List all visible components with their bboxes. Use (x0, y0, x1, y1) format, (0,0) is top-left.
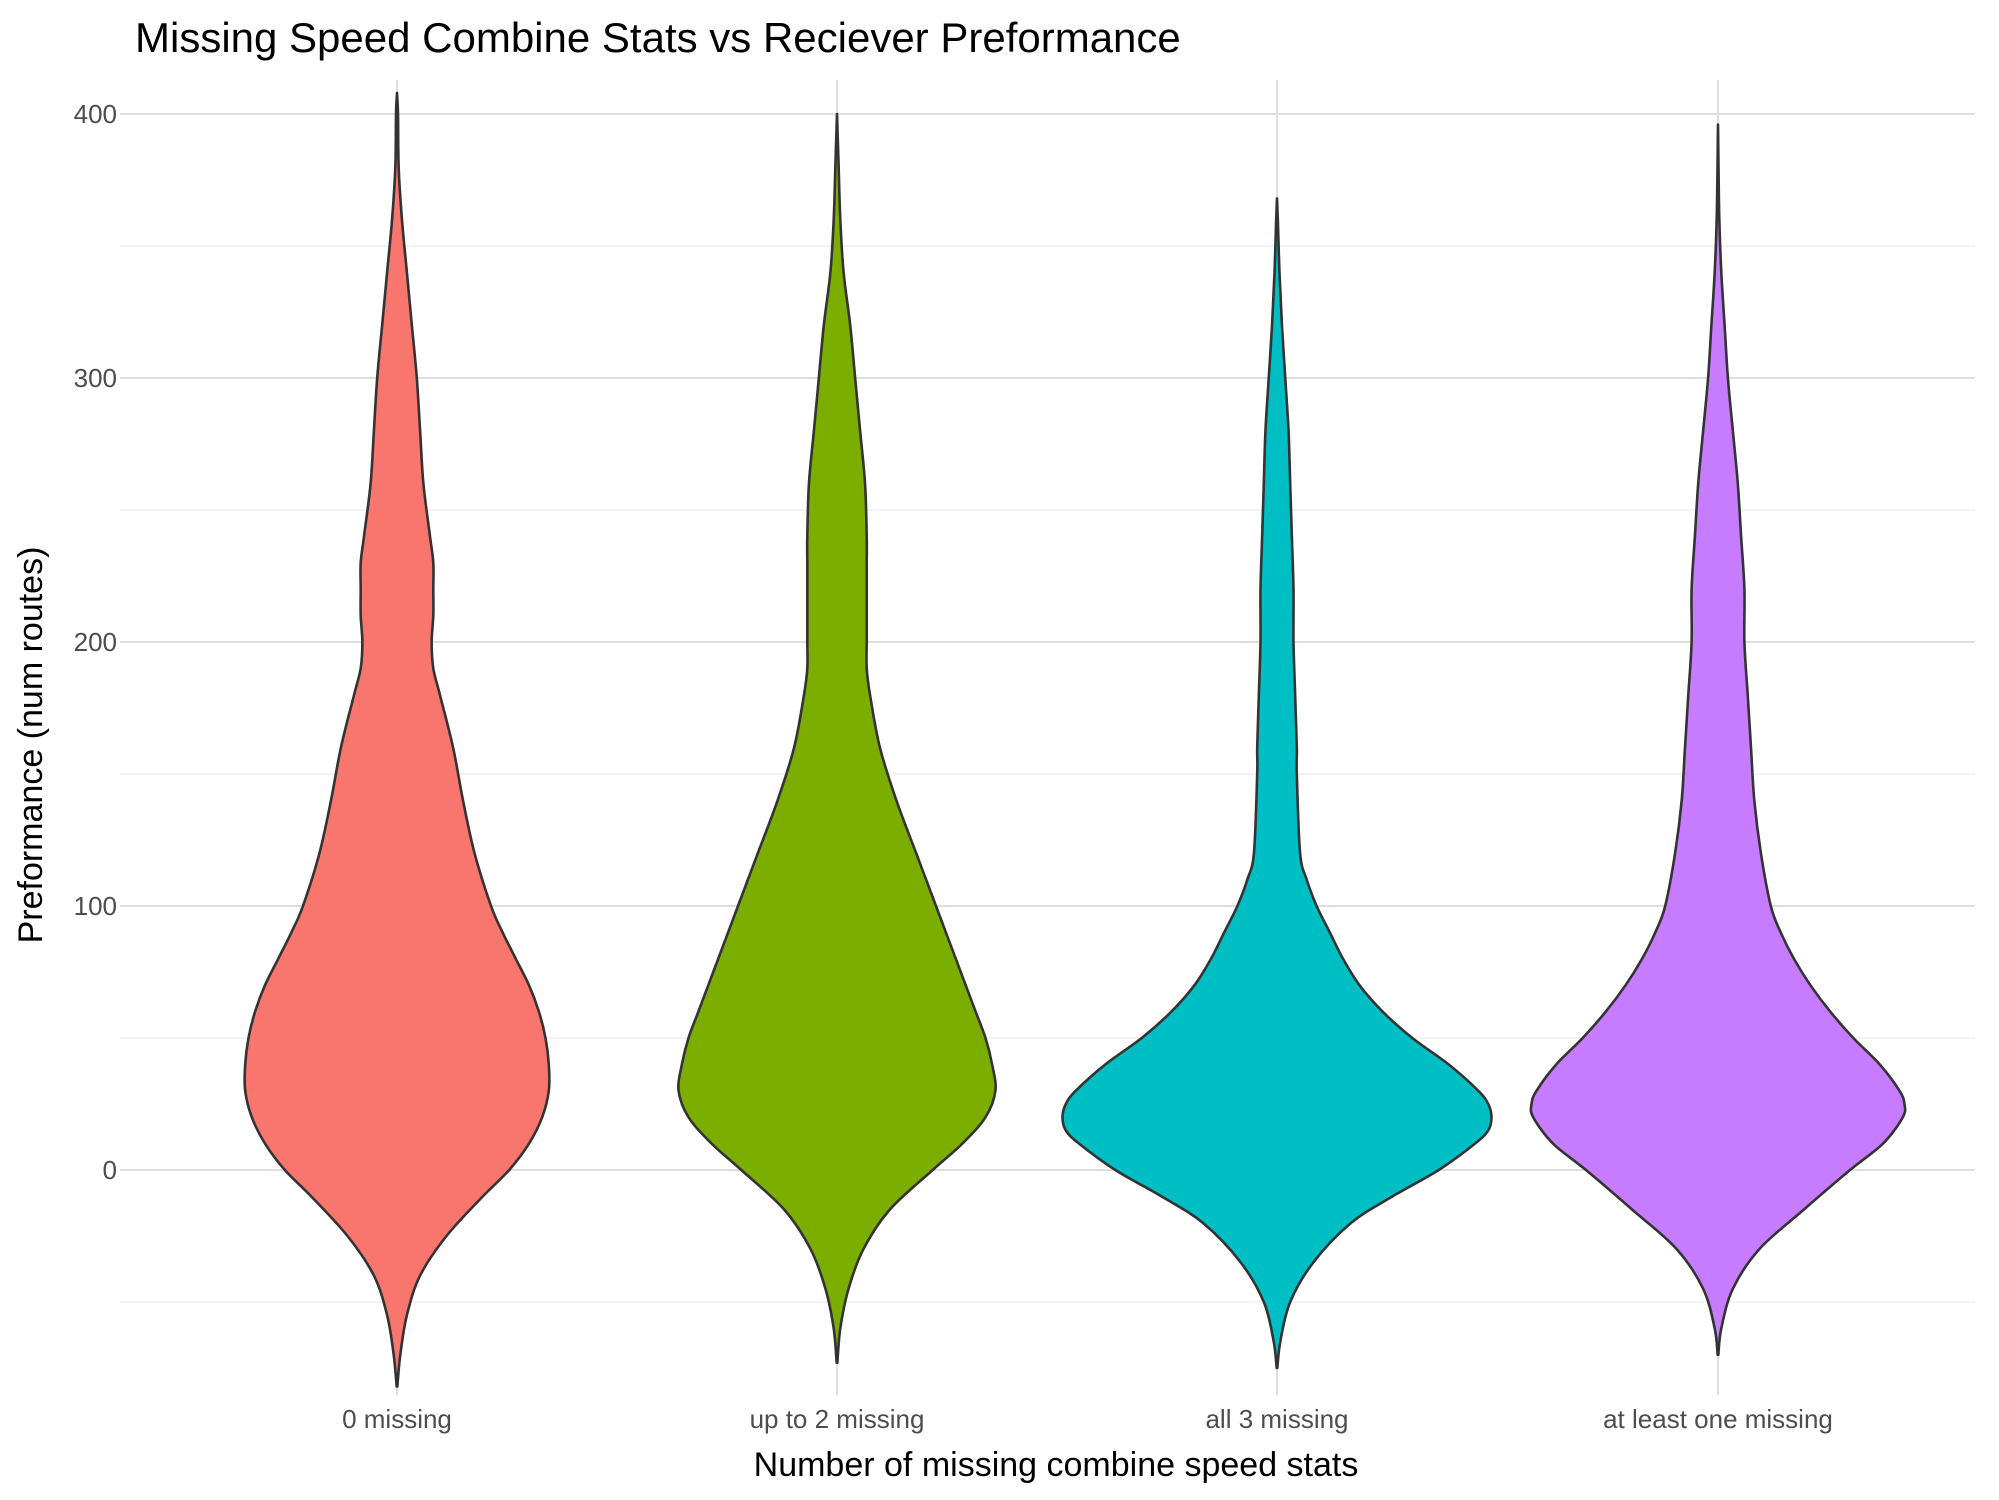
x-tick-label: all 3 missing (1205, 1404, 1348, 1434)
chart-title: Missing Speed Combine Stats vs Reciever … (135, 14, 1181, 61)
y-axis-title: Preformance (num routes) (12, 547, 50, 944)
violin-0-missing (243, 91, 551, 1388)
y-tick-label: 0 (103, 1155, 117, 1185)
y-tick-label: 100 (74, 891, 117, 921)
violin-all-3-missing (1061, 197, 1493, 1370)
y-tick-label: 200 (74, 627, 117, 657)
y-axis-ticks: 0 100 200 300 400 (74, 99, 117, 1185)
x-tick-label: up to 2 missing (750, 1404, 925, 1434)
violin-at-least-one-missing (1529, 123, 1907, 1357)
x-tick-label: 0 missing (342, 1404, 452, 1434)
y-tick-label: 400 (74, 99, 117, 129)
x-axis-title: Number of missing combine speed stats (754, 1446, 1359, 1484)
x-tick-label: at least one missing (1603, 1404, 1833, 1434)
x-axis-ticks: 0 missing up to 2 missing all 3 missing at … (342, 1404, 1833, 1434)
violins (243, 91, 1907, 1388)
violin-up-to-2-missing (677, 112, 997, 1365)
y-tick-label: 300 (74, 363, 117, 393)
